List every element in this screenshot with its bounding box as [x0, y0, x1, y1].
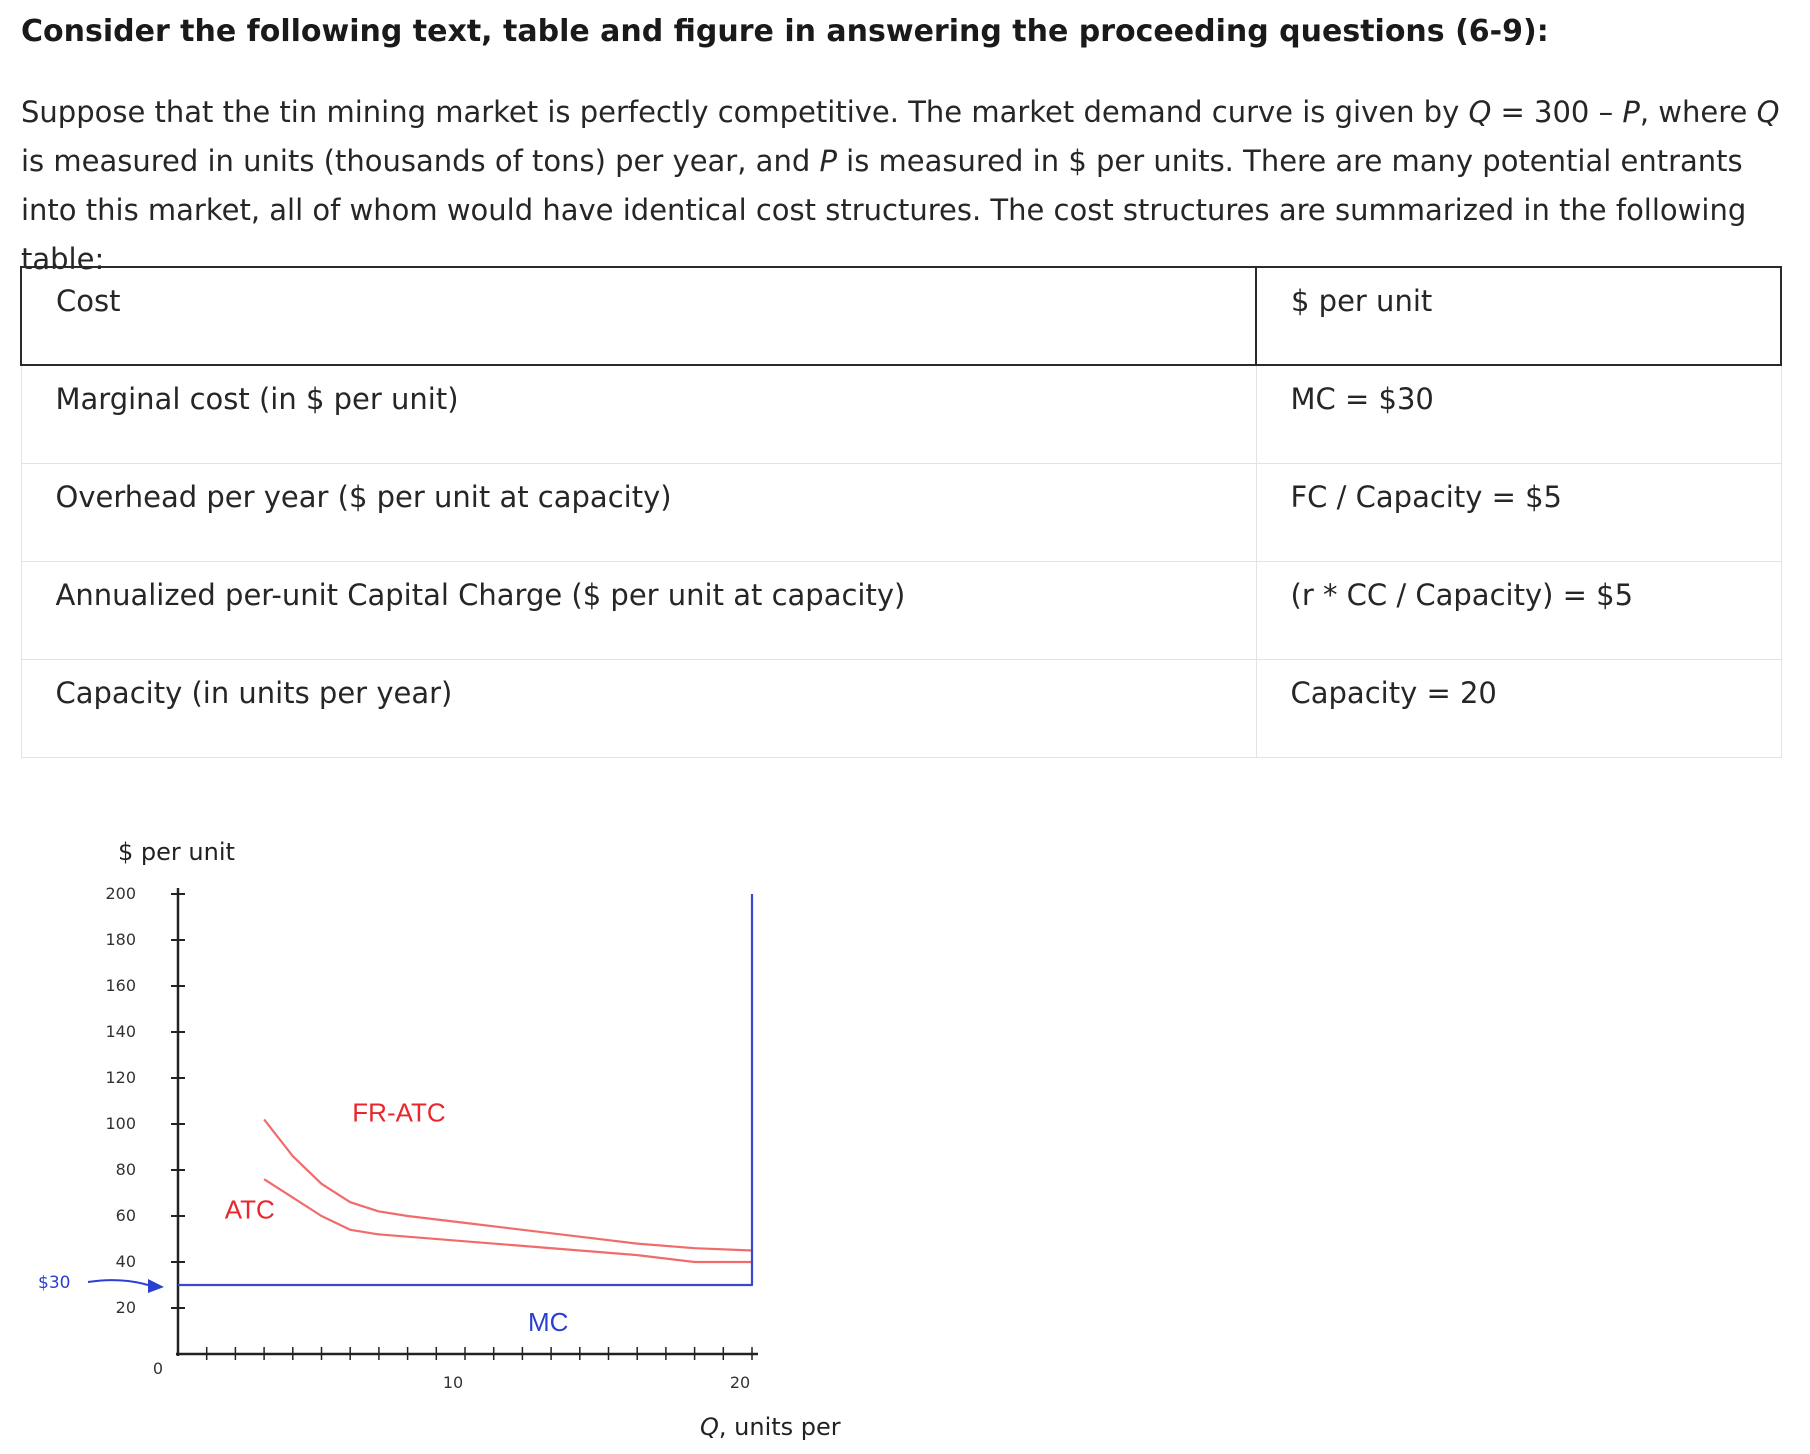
y-tick-label: 80 — [116, 1160, 136, 1179]
table-header-row: Cost $ per unit — [20, 266, 1782, 366]
annotation-atc: ATC — [225, 1194, 275, 1224]
cost-curves-chart: 20 40 60 80 100 120 140 160 180 200 0 10 20 $ per uni… — [38, 838, 841, 1441]
table-row: Overhead per year ($ per unit at capacit… — [20, 462, 1782, 562]
series-line-atc — [263, 1178, 752, 1264]
x-tick-label: 10 — [443, 1373, 463, 1392]
header-cost: Cost — [20, 266, 1257, 366]
y-axis-label: $ per unit — [118, 838, 235, 866]
cost-cell: Capacity (in units per year) — [20, 658, 1257, 758]
y-tick-label: 100 — [105, 1114, 136, 1133]
marker-arrowhead — [148, 1279, 164, 1293]
series-line-fr-atc — [263, 1118, 753, 1252]
x-axis-label-q: Q — [700, 1413, 719, 1441]
y-tick-label: 140 — [105, 1022, 136, 1041]
x-axis-label: Q, units per — [700, 1413, 841, 1441]
x-axis-label-rest: , units per — [719, 1413, 841, 1441]
value-cell: Capacity = 20 — [1255, 658, 1782, 758]
x-tick-label: 0 — [153, 1359, 163, 1378]
marker-arrow-line — [87, 1279, 149, 1286]
value-cell: FC / Capacity = $5 — [1255, 462, 1782, 562]
table-row: Marginal cost (in $ per unit) MC = $30 — [20, 364, 1782, 464]
table-row: Capacity (in units per year) Capacity = … — [20, 658, 1782, 758]
cost-cell: Annualized per-unit Capital Charge ($ pe… — [20, 560, 1257, 660]
page-heading: Consider the following text, table and f… — [21, 14, 1549, 49]
y-tick-label: 160 — [105, 976, 136, 995]
header-per-unit: $ per unit — [1255, 266, 1782, 366]
cost-table: Cost $ per unit Marginal cost (in $ per … — [20, 266, 1782, 758]
price-marker-label: $30 — [38, 1273, 70, 1293]
annotation-mc: MC — [528, 1307, 568, 1337]
cost-cell: Overhead per year ($ per unit at capacit… — [20, 462, 1257, 562]
y-tick-label: 120 — [105, 1068, 136, 1087]
value-cell: MC = $30 — [1255, 364, 1782, 464]
intro-paragraph: Suppose that the tin mining market is pe… — [21, 95, 1780, 276]
y-tick-label: 20 — [116, 1298, 136, 1317]
table-row: Annualized per-unit Capital Charge ($ pe… — [20, 560, 1782, 660]
y-tick-label: 40 — [116, 1252, 136, 1271]
annotation-fr-atc: FR-ATC — [352, 1098, 445, 1128]
y-tick-label: 200 — [105, 884, 136, 903]
value-cell: (r * CC / Capacity) = $5 — [1255, 560, 1782, 660]
y-tick-label: 60 — [116, 1206, 136, 1225]
cost-cell: Marginal cost (in $ per unit) — [20, 364, 1257, 464]
series-line-mc — [178, 894, 754, 1287]
x-tick-label: 20 — [730, 1373, 750, 1392]
y-tick-label: 180 — [105, 930, 136, 949]
